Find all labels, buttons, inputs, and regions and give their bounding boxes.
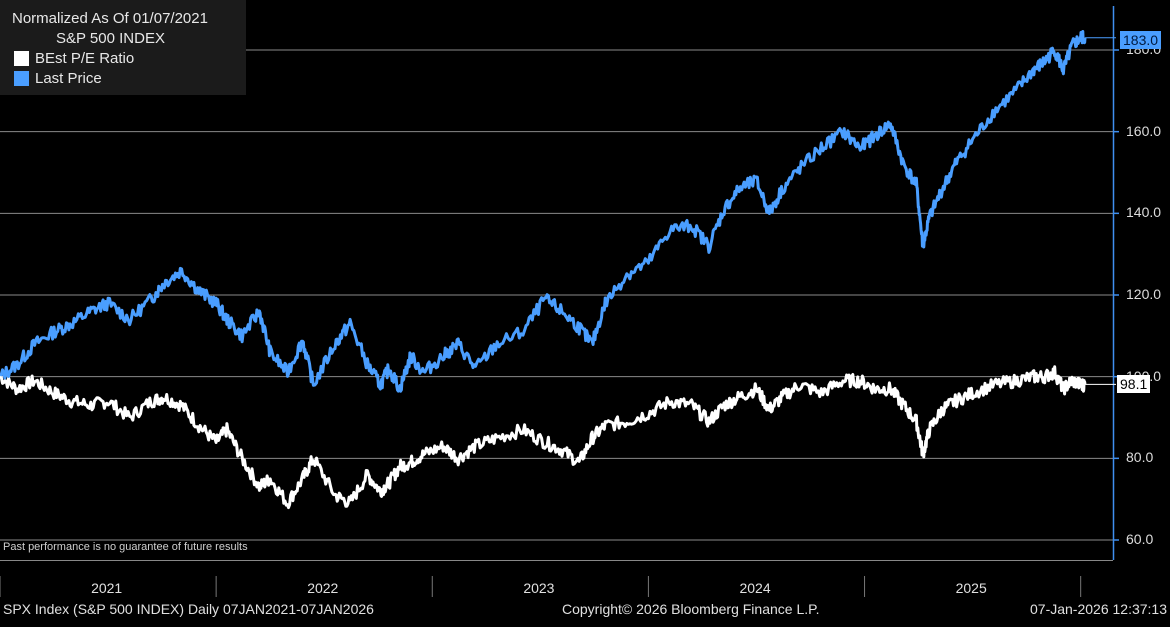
last-price-badge: 183.0 <box>1120 31 1162 49</box>
series-line-last-price <box>0 30 1087 393</box>
legend-swatch-pe <box>14 51 29 66</box>
footer-ticker: SPX Index (S&P 500 INDEX) Daily 07JAN202… <box>3 601 374 617</box>
legend-item-pe: BEst P/E Ratio <box>14 49 134 68</box>
y-tick-label-140: 140.0 <box>1126 204 1162 221</box>
legend-label-price: Last Price <box>35 70 102 87</box>
y-tick-label-160: 160.0 <box>1126 122 1162 139</box>
legend-label-pe: BEst P/E Ratio <box>35 50 135 67</box>
year-label-2023: 2023 <box>523 580 555 596</box>
year-label-2024: 2024 <box>739 580 771 596</box>
y-tick-label-80: 80.0 <box>1126 449 1154 466</box>
legend-item-price: Last Price <box>14 69 102 88</box>
axes <box>0 6 1119 597</box>
gridlines <box>0 49 1113 541</box>
y-tick-label-120: 120.0 <box>1126 286 1162 302</box>
legend-box: Normalized As Of 01/07/2021 S&P 500 INDE… <box>0 0 246 95</box>
disclaimer-text: Past performance is no guarantee of futu… <box>3 541 248 553</box>
legend-title-line2: S&P 500 INDEX <box>56 30 165 47</box>
year-label-2021: 2021 <box>91 580 123 596</box>
legend-title-line1: Normalized As Of 01/07/2021 <box>12 10 208 27</box>
series-line-pe-ratio <box>0 365 1087 510</box>
legend-swatch-price <box>14 71 29 86</box>
year-label-2022: 2022 <box>307 580 339 596</box>
last-pe-badge: 98.1 <box>1117 375 1151 393</box>
y-tick-label-60: 60.0 <box>1126 531 1154 547</box>
footer-timestamp: 07-Jan-2026 12:37:13 <box>1030 601 1167 617</box>
series-lines <box>0 30 1087 510</box>
year-label-2025: 2025 <box>955 580 987 596</box>
footer-copyright: Copyright© 2026 Bloomberg Finance L.P. <box>562 601 820 617</box>
